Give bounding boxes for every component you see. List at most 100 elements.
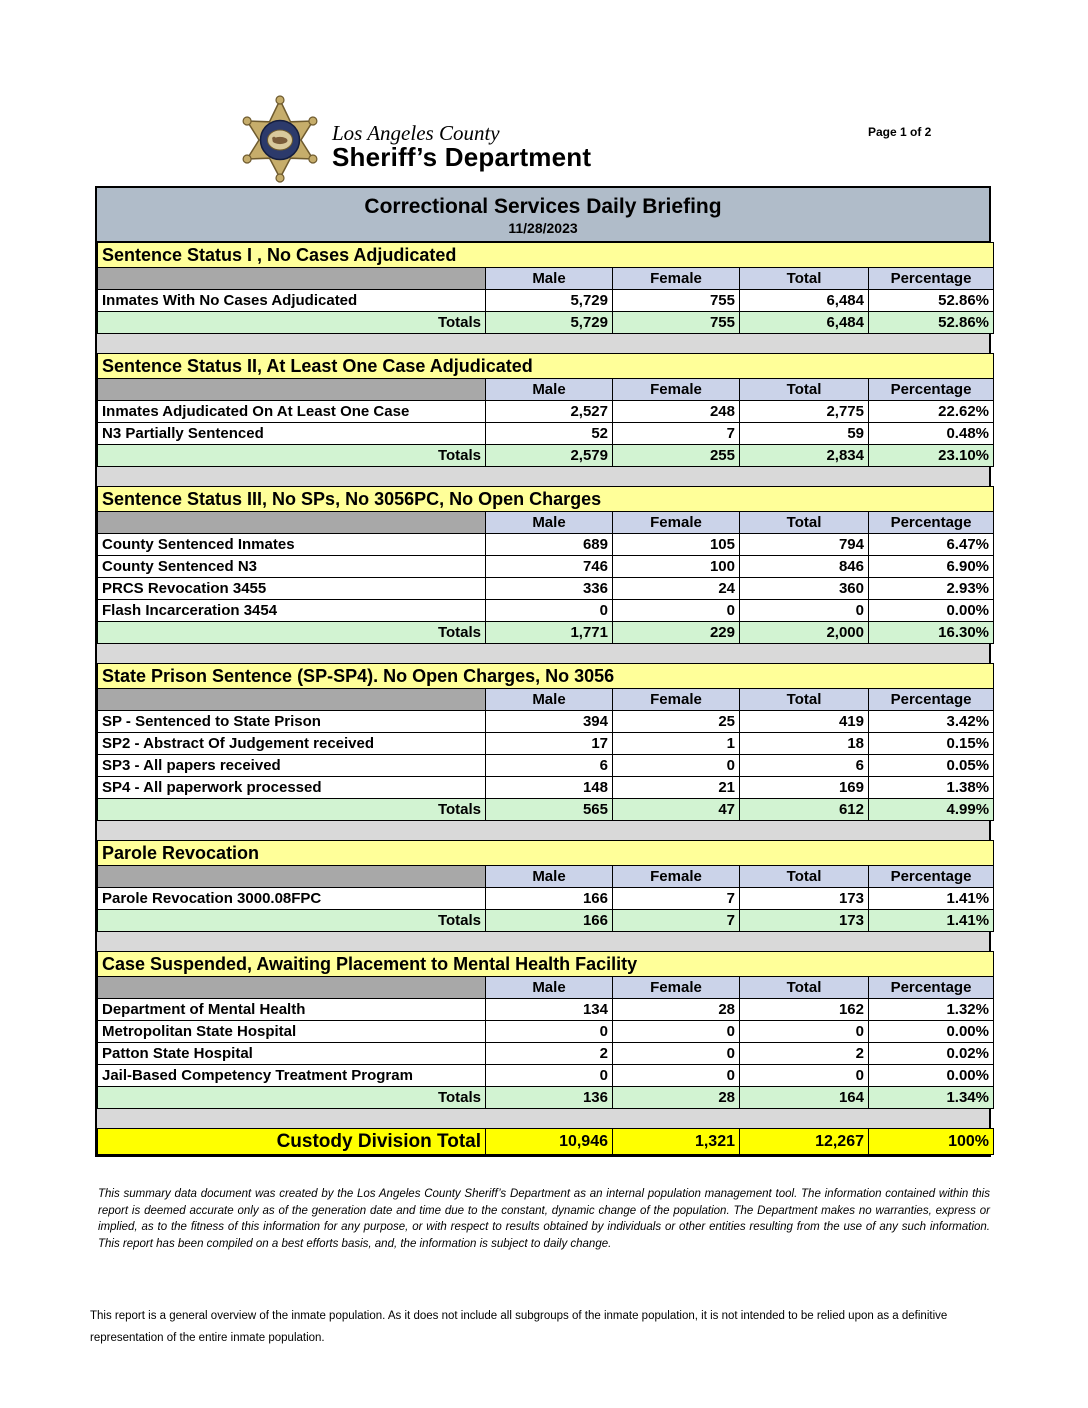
row-label: Parole Revocation 3000.08FPC bbox=[97, 887, 486, 910]
column-header-percentage: Percentage bbox=[867, 688, 995, 711]
row-label: County Sentenced Inmates bbox=[97, 533, 486, 556]
column-header-total: Total bbox=[739, 378, 869, 401]
table-row: SP3 - All papers received 6 0 6 0.05% bbox=[97, 754, 995, 777]
male-cell: 0 bbox=[485, 1064, 613, 1087]
report-title-bar: Correctional Services Daily Briefing 11/… bbox=[97, 188, 989, 242]
grand-total-male: 10,946 bbox=[485, 1128, 613, 1155]
total-cell: 419 bbox=[739, 710, 869, 733]
totals-male-cell: 565 bbox=[485, 798, 613, 821]
section-header: State Prison Sentence (SP-SP4). No Open … bbox=[96, 663, 995, 689]
totals-row: Totals 166 7 173 1.41% bbox=[97, 909, 995, 932]
male-cell: 394 bbox=[485, 710, 613, 733]
female-cell: 0 bbox=[612, 754, 740, 777]
total-cell: 6 bbox=[739, 754, 869, 777]
percentage-cell: 3.42% bbox=[867, 710, 995, 733]
female-cell: 28 bbox=[612, 998, 740, 1021]
table-row: Inmates Adjudicated On At Least One Case… bbox=[97, 400, 995, 423]
table-row: Inmates With No Cases Adjudicated 5,729 75… bbox=[97, 289, 994, 312]
percentage-cell: 0.00% bbox=[867, 599, 995, 622]
female-cell: 755 bbox=[612, 289, 740, 312]
totals-label: Totals bbox=[97, 621, 486, 644]
totals-percentage-cell: 23.10% bbox=[867, 444, 995, 467]
total-cell: 794 bbox=[739, 533, 869, 556]
section-title: Parole Revocation bbox=[96, 840, 995, 866]
percentage-cell: 22.62% bbox=[867, 400, 995, 423]
male-cell: 2 bbox=[485, 1042, 613, 1065]
column-header-total: Total bbox=[739, 511, 869, 534]
logo-department-text: Sheriff’s Department bbox=[332, 142, 592, 172]
row-label: Inmates Adjudicated On At Least One Case bbox=[97, 400, 486, 423]
totals-percentage-cell: 1.41% bbox=[867, 909, 995, 932]
row-label: Metropolitan State Hospital bbox=[97, 1020, 486, 1043]
percentage-cell: 6.90% bbox=[867, 555, 995, 578]
footnote-text: This report is a general overview of the… bbox=[90, 1310, 948, 1344]
logo-county-text: Los Angeles County bbox=[332, 121, 500, 145]
corner-cell bbox=[97, 378, 486, 401]
grand-total-row: Custody Division Total 10,946 1,321 12,2… bbox=[97, 1128, 994, 1155]
column-header-male: Male bbox=[485, 378, 613, 401]
grand-total-female: 1,321 bbox=[612, 1128, 740, 1155]
total-cell: 0 bbox=[739, 599, 869, 622]
corner-cell bbox=[97, 267, 486, 290]
female-cell: 21 bbox=[612, 776, 740, 799]
totals-percentage-cell: 1.34% bbox=[868, 1086, 994, 1109]
corner-cell bbox=[97, 688, 486, 711]
table-row: SP2 - Abstract Of Judgement received 17 1 1… bbox=[97, 732, 995, 755]
percentage-cell: 52.86% bbox=[868, 289, 994, 312]
column-header-total: Total bbox=[739, 688, 869, 711]
corner-cell bbox=[97, 976, 486, 999]
column-header-row: Male Female Total Percentage bbox=[97, 976, 994, 999]
row-label: SP - Sentenced to State Prison bbox=[97, 710, 486, 733]
totals-male-cell: 2,579 bbox=[485, 444, 613, 467]
column-header-male: Male bbox=[485, 976, 613, 999]
male-cell: 746 bbox=[485, 555, 613, 578]
table-row: PRCS Revocation 3455 336 24 360 2.93% bbox=[97, 577, 995, 600]
total-cell: 360 bbox=[739, 577, 869, 600]
column-header-male: Male bbox=[485, 511, 613, 534]
total-cell: 18 bbox=[739, 732, 869, 755]
totals-male-cell: 5,729 bbox=[485, 311, 613, 334]
total-cell: 0 bbox=[739, 1020, 869, 1043]
percentage-cell: 6.47% bbox=[867, 533, 995, 556]
male-cell: 2,527 bbox=[485, 400, 613, 423]
female-cell: 100 bbox=[612, 555, 740, 578]
totals-total-cell: 6,484 bbox=[739, 311, 869, 334]
totals-total-cell: 173 bbox=[739, 909, 869, 932]
column-header-male: Male bbox=[485, 688, 613, 711]
female-cell: 0 bbox=[612, 1042, 740, 1065]
section-header: Sentence Status II, At Least One Case Ad… bbox=[96, 353, 995, 379]
column-header-row: Male Female Total Percentage bbox=[97, 378, 995, 401]
totals-total-cell: 2,834 bbox=[739, 444, 869, 467]
column-header-female: Female bbox=[612, 378, 740, 401]
table-row: Department of Mental Health 134 28 162 1.32% bbox=[97, 998, 994, 1021]
total-cell: 162 bbox=[739, 998, 869, 1021]
section-table: State Prison Sentence (SP-SP4). No Open … bbox=[96, 663, 995, 821]
section-header: Parole Revocation bbox=[96, 840, 995, 866]
table-row: Metropolitan State Hospital 0 0 0 0.00% bbox=[97, 1020, 994, 1043]
row-label: PRCS Revocation 3455 bbox=[97, 577, 486, 600]
total-cell: 59 bbox=[739, 422, 869, 445]
row-label: Flash Incarceration 3454 bbox=[97, 599, 486, 622]
totals-label: Totals bbox=[97, 1086, 486, 1109]
corner-cell bbox=[97, 511, 486, 534]
row-label: SP3 - All papers received bbox=[97, 754, 486, 777]
column-header-total: Total bbox=[739, 976, 869, 999]
page-number: Page 1 of 2 bbox=[868, 125, 932, 139]
row-label: Jail-Based Competency Treatment Program bbox=[97, 1064, 486, 1087]
totals-row: Totals 1,771 229 2,000 16.30% bbox=[97, 621, 995, 644]
male-cell: 0 bbox=[485, 599, 613, 622]
total-cell: 0 bbox=[739, 1064, 869, 1087]
percentage-cell: 2.93% bbox=[867, 577, 995, 600]
totals-label: Totals bbox=[97, 798, 486, 821]
column-header-total: Total bbox=[739, 267, 869, 290]
totals-female-cell: 755 bbox=[612, 311, 740, 334]
percentage-cell: 1.32% bbox=[868, 998, 994, 1021]
section-title: State Prison Sentence (SP-SP4). No Open … bbox=[96, 663, 995, 689]
male-cell: 0 bbox=[485, 1020, 613, 1043]
row-label: Department of Mental Health bbox=[97, 998, 486, 1021]
totals-row: Totals 565 47 612 4.99% bbox=[97, 798, 995, 821]
totals-female-cell: 28 bbox=[612, 1086, 740, 1109]
totals-row: Totals 136 28 164 1.34% bbox=[97, 1086, 994, 1109]
totals-total-cell: 2,000 bbox=[739, 621, 869, 644]
